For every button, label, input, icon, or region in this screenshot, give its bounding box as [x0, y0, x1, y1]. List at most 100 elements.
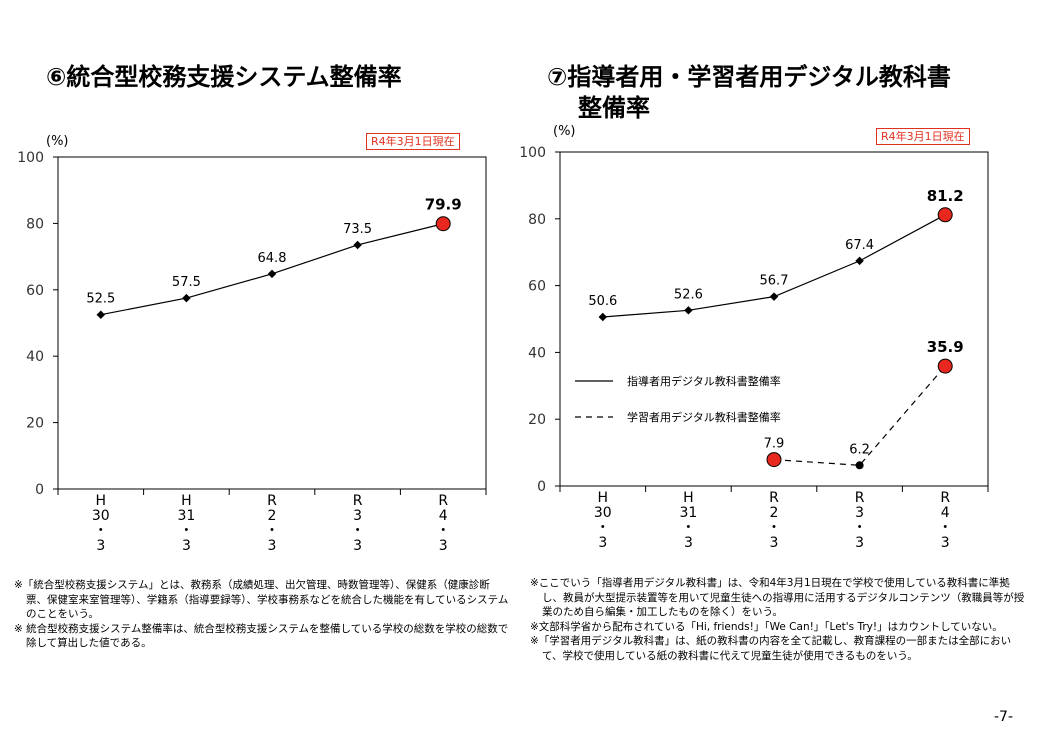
x-tick-label: 3 [684, 535, 693, 551]
x-tick-label: 3 [439, 538, 448, 554]
data-point [182, 293, 191, 303]
y-tick-label: 60 [26, 283, 44, 299]
y-tick-label: 80 [528, 212, 546, 228]
chart6-notes: ※「統合型校務支援システム」とは、教務系（成績処理、出欠管理、時数管理等）、保健… [14, 578, 509, 651]
legend-label: 指導者用デジタル教科書整備率 [627, 374, 781, 388]
x-tick-label: 30 [92, 508, 110, 524]
data-point [855, 256, 864, 266]
data-point-highlight [766, 452, 782, 468]
data-label: 64.8 [258, 251, 287, 266]
chart6-plot: 020406080100H30・3H31・3R2・3R3・3R4・352.557… [17, 150, 487, 554]
data-label: 52.6 [674, 287, 703, 302]
chart7-title-line-2: 整備率 [578, 94, 650, 122]
data-label: 81.2 [927, 187, 964, 205]
x-tick-label: ・ [938, 520, 952, 536]
data-point-highlight [435, 216, 451, 232]
x-tick-label: 31 [177, 508, 195, 524]
x-tick-label: 31 [679, 505, 697, 521]
y-tick-label: 0 [537, 479, 546, 495]
x-tick-label: 3 [855, 535, 864, 551]
data-point [267, 269, 277, 279]
data-label: 79.9 [425, 196, 462, 214]
page-number: -7- [993, 709, 1013, 725]
x-tick-label: 4 [941, 505, 950, 521]
data-label: 57.5 [172, 275, 201, 290]
x-tick-label: 3 [598, 535, 607, 551]
x-tick-label: 3 [941, 535, 950, 551]
y-tick-label: 20 [528, 412, 546, 428]
data-point [353, 240, 362, 250]
x-tick-label: H [598, 490, 609, 506]
x-tick-label: 3 [855, 505, 864, 521]
legend-label: 学習者用デジタル教科書整備率 [627, 410, 781, 424]
y-tick-label: 40 [26, 349, 44, 365]
data-label: 56.7 [760, 274, 789, 289]
chart6-note: ※「統合型校務支援システム」とは、教務系（成績処理、出欠管理、時数管理等）、保健… [14, 579, 509, 620]
x-tick-label: ・ [351, 523, 365, 539]
x-tick-label: ・ [94, 523, 108, 539]
x-tick-label: ・ [596, 520, 610, 536]
data-label: 50.6 [588, 294, 617, 309]
series-line [100, 223, 444, 316]
chart6-note: ※ 統合型校務支援システム整備率は、統合型校務支援システムを整備している学校の総… [14, 622, 509, 650]
x-tick-label: 3 [268, 538, 277, 554]
x-tick-label: ・ [681, 520, 695, 536]
x-tick-label: H [181, 493, 192, 509]
y-tick-label: 100 [520, 145, 546, 161]
x-tick-label: R [940, 490, 950, 506]
data-point [684, 306, 693, 315]
x-tick-label: R [267, 493, 277, 509]
x-tick-label: 2 [268, 508, 277, 524]
x-tick-label: ・ [436, 523, 450, 539]
chart7-date-badge: R4年3月1日現在 [876, 128, 970, 145]
x-tick-label: H [683, 490, 694, 506]
x-tick-label: 3 [353, 508, 362, 524]
chart7-unit-label: (%) [553, 124, 576, 139]
y-tick-label: 0 [35, 482, 44, 498]
x-tick-label: R [438, 493, 448, 509]
x-tick-label: ・ [179, 523, 193, 539]
chart6-date-badge: R4年3月1日現在 [366, 133, 460, 150]
x-tick-label: H [96, 493, 107, 509]
data-label: 7.9 [764, 437, 785, 452]
chart7-title-line-1: ⑦指導者用・学習者用デジタル教科書 [547, 63, 951, 91]
plot-frame [559, 151, 989, 487]
series-line [602, 214, 946, 318]
chart7-note: ※文部科学省から配布されている「Hi, friends!」「We Can!」「L… [530, 620, 1003, 633]
y-tick-label: 20 [26, 416, 44, 432]
x-tick-label: R [855, 490, 865, 506]
x-tick-label: R [769, 490, 779, 506]
x-tick-label: 30 [594, 505, 612, 521]
plot-frame [57, 156, 487, 490]
data-point [855, 461, 864, 470]
chart6-unit-label: (%) [46, 134, 69, 149]
chart7-note: ※ここでいう「指導者用デジタル教科書」は、令和4年3月1日現在で学校で使用してい… [530, 577, 1025, 618]
data-label: 67.4 [845, 238, 874, 253]
chart7-note: ※「学習者用デジタル教科書」は、紙の教科書の内容を全て記載し、教育課程の一部また… [530, 635, 1012, 662]
x-tick-label: ・ [853, 520, 867, 536]
y-tick-label: 80 [26, 216, 44, 232]
y-tick-label: 40 [528, 345, 546, 361]
y-tick-label: 60 [528, 279, 546, 295]
data-label: 35.9 [927, 338, 964, 356]
chart7-notes: ※ここでいう「指導者用デジタル教科書」は、令和4年3月1日現在で学校で使用してい… [530, 576, 1025, 663]
x-tick-label: 3 [182, 538, 191, 554]
chart6-title: ⑥統合型校務支援システム整備率 [46, 62, 402, 93]
data-point-highlight [937, 207, 953, 223]
data-point [598, 312, 608, 322]
x-tick-label: 4 [439, 508, 448, 524]
data-point-highlight [937, 358, 953, 374]
data-label: 73.5 [343, 222, 372, 237]
data-point [96, 310, 106, 319]
data-label: 52.5 [86, 292, 115, 307]
x-tick-label: ・ [265, 523, 279, 539]
y-tick-label: 100 [17, 150, 44, 166]
data-label: 6.2 [849, 442, 870, 457]
x-tick-label: 3 [770, 535, 779, 551]
x-tick-label: 3 [96, 538, 105, 554]
x-tick-label: 2 [770, 505, 779, 521]
chart7-title: ⑦指導者用・学習者用デジタル教科書 整備率 [547, 62, 951, 124]
x-tick-label: ・ [767, 520, 781, 536]
chart6-title-line: ⑥統合型校務支援システム整備率 [46, 63, 402, 91]
